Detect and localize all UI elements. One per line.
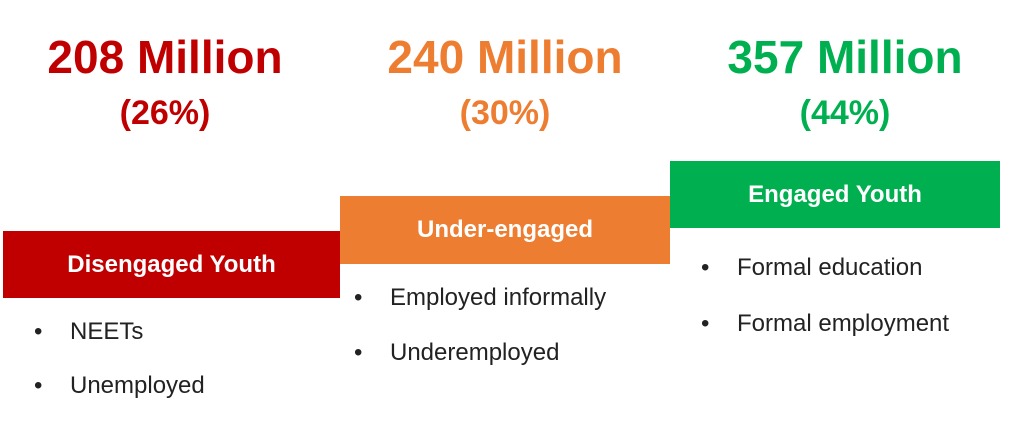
bullet-text: NEETs <box>70 318 144 345</box>
bullet: • <box>34 318 43 345</box>
figure: 357 Million <box>727 31 963 83</box>
bullet: • <box>34 372 43 399</box>
bullet-text: Employed informally <box>390 284 607 311</box>
figure: 208 Million <box>47 31 283 83</box>
share: (44%) <box>799 94 891 132</box>
bullet: • <box>354 284 363 311</box>
category-bar: Disengaged Youth <box>3 231 340 298</box>
bullet-text: Formal education <box>737 254 923 281</box>
bullet-text: Formal employment <box>737 310 950 337</box>
share: (26%) <box>119 94 211 132</box>
category-bar: Engaged Youth <box>670 161 1000 228</box>
figure: 240 Million <box>387 31 623 83</box>
bullet: • <box>354 339 363 366</box>
bullet: • <box>701 254 710 281</box>
bullet-text: Underemployed <box>390 339 560 366</box>
bullet-text: Unemployed <box>70 372 205 399</box>
share: (30%) <box>459 94 551 132</box>
bullet: • <box>701 310 710 337</box>
category-bar: Under-engaged <box>340 196 670 264</box>
